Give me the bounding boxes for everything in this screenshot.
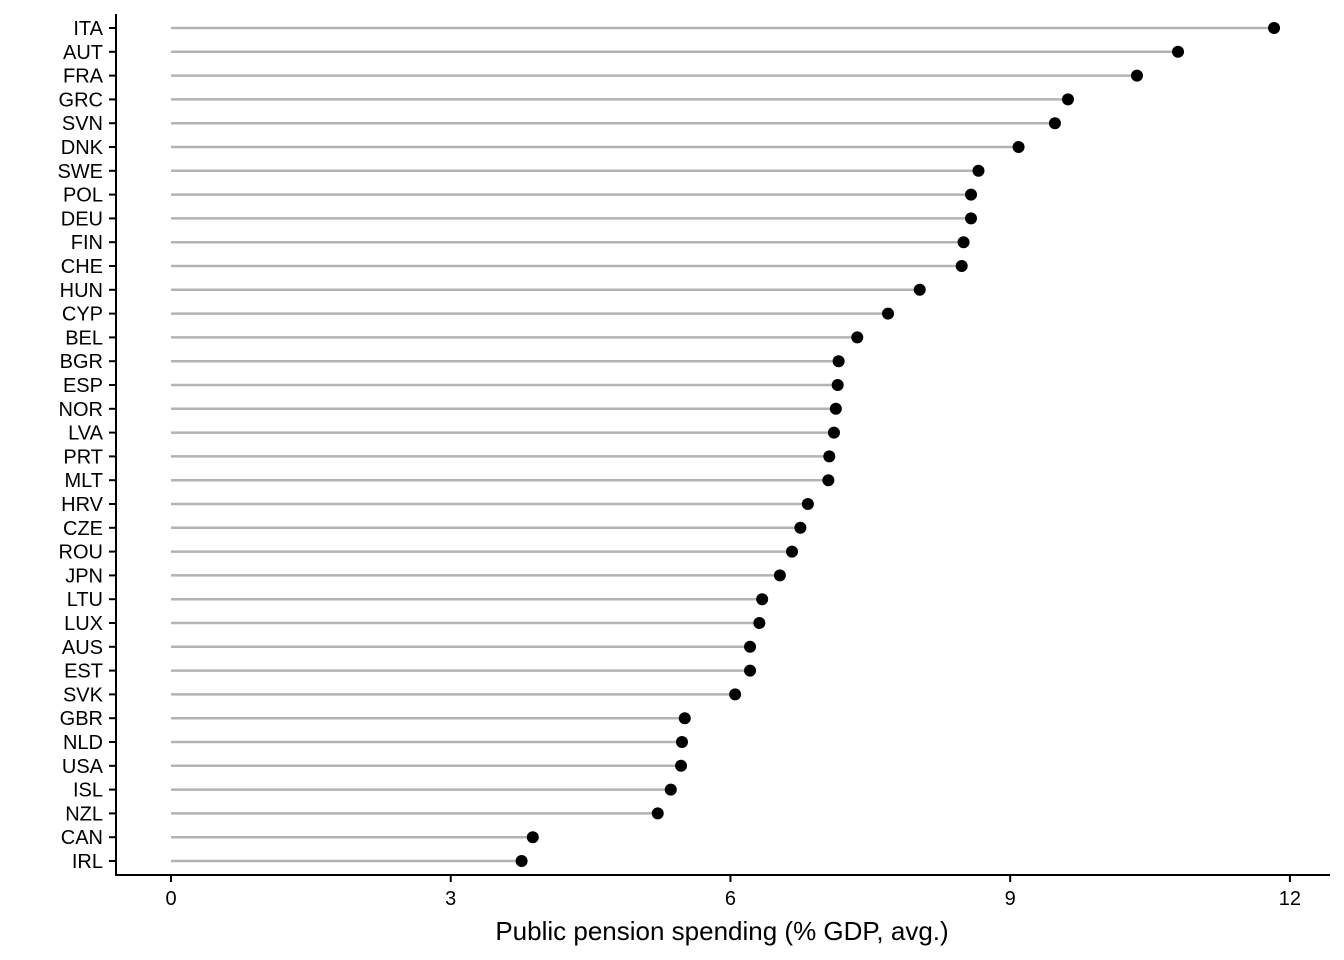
y-tick-label: BGR: [60, 351, 103, 373]
y-tick-label: CZE: [63, 518, 103, 540]
y-tick-label: BEL: [65, 327, 103, 349]
y-tick-label: DEU: [61, 208, 103, 230]
dot: [744, 640, 757, 653]
y-tick-label: HUN: [60, 280, 103, 302]
y-tick-label: GRC: [59, 89, 103, 111]
y-tick-label: USA: [62, 756, 104, 778]
dot: [651, 807, 664, 820]
dot: [829, 402, 842, 415]
dot: [1012, 141, 1025, 153]
dot: [773, 569, 786, 582]
y-tick-label: MLT: [64, 470, 103, 492]
dot: [972, 164, 985, 177]
y-tick-label: CAN: [61, 827, 103, 849]
y-tick-label: AUT: [63, 42, 103, 64]
dot: [1048, 117, 1061, 130]
y-tick-label: ROU: [59, 542, 103, 564]
dot: [1130, 69, 1143, 82]
dot: [753, 617, 766, 629]
dot: [801, 498, 814, 510]
y-tick-label: NLD: [63, 732, 103, 754]
dot: [822, 474, 835, 487]
dot: [1172, 45, 1185, 58]
y-tick-label: NOR: [59, 399, 103, 421]
x-tick-label: 0: [165, 888, 176, 910]
dot: [955, 260, 968, 272]
y-tick-label: NZL: [65, 803, 103, 825]
y-tick-label: JPN: [65, 565, 103, 587]
x-axis-title: Public pension spending (% GDP, avg.): [495, 916, 948, 946]
dot: [823, 450, 836, 463]
x-tick-label: 6: [725, 888, 736, 910]
dot: [756, 593, 769, 606]
dot: [664, 783, 677, 796]
y-tick-label: LVA: [68, 423, 103, 445]
y-tick-label: CHE: [61, 256, 103, 278]
dot: [831, 379, 844, 391]
y-tick-label: POL: [63, 185, 103, 207]
dot: [515, 855, 528, 867]
dot: [882, 307, 895, 320]
dot: [827, 426, 840, 439]
dot: [729, 688, 742, 701]
y-tick-label: AUS: [62, 637, 103, 659]
y-tick-label: HRV: [61, 494, 104, 516]
y-tick-label: LTU: [67, 589, 103, 611]
x-tick-label: 9: [1005, 888, 1016, 910]
x-tick-label: 3: [445, 888, 456, 910]
dot: [851, 331, 864, 344]
y-tick-label: SWE: [57, 161, 103, 183]
dot: [965, 212, 978, 225]
dot: [957, 236, 970, 249]
dot: [794, 521, 807, 534]
y-tick-label: PRT: [63, 446, 103, 468]
dot: [965, 188, 978, 201]
dot: [785, 545, 798, 558]
y-tick-label: LUX: [64, 613, 103, 635]
dot: [832, 355, 845, 368]
dot: [744, 664, 757, 677]
y-tick-label: ITA: [73, 18, 103, 40]
y-tick-label: EST: [64, 661, 103, 683]
y-tick-label: FIN: [71, 232, 103, 254]
x-tick-label: 12: [1279, 888, 1301, 910]
y-tick-label: SVN: [62, 113, 103, 135]
dot: [526, 831, 539, 844]
y-tick-label: ESP: [63, 375, 103, 397]
dot: [913, 283, 926, 296]
y-tick-label: GBR: [60, 708, 103, 730]
dot: [678, 712, 691, 725]
y-tick-label: FRA: [63, 66, 104, 88]
y-tick-label: ISL: [73, 780, 103, 802]
y-tick-label: SVK: [63, 684, 104, 706]
dot: [675, 759, 688, 772]
y-tick-label: DNK: [61, 137, 104, 159]
dot: [675, 736, 688, 748]
y-tick-label: CYP: [62, 304, 103, 326]
y-tick-label: IRL: [72, 851, 103, 873]
dot: [1061, 93, 1074, 106]
dot: [1268, 22, 1281, 34]
